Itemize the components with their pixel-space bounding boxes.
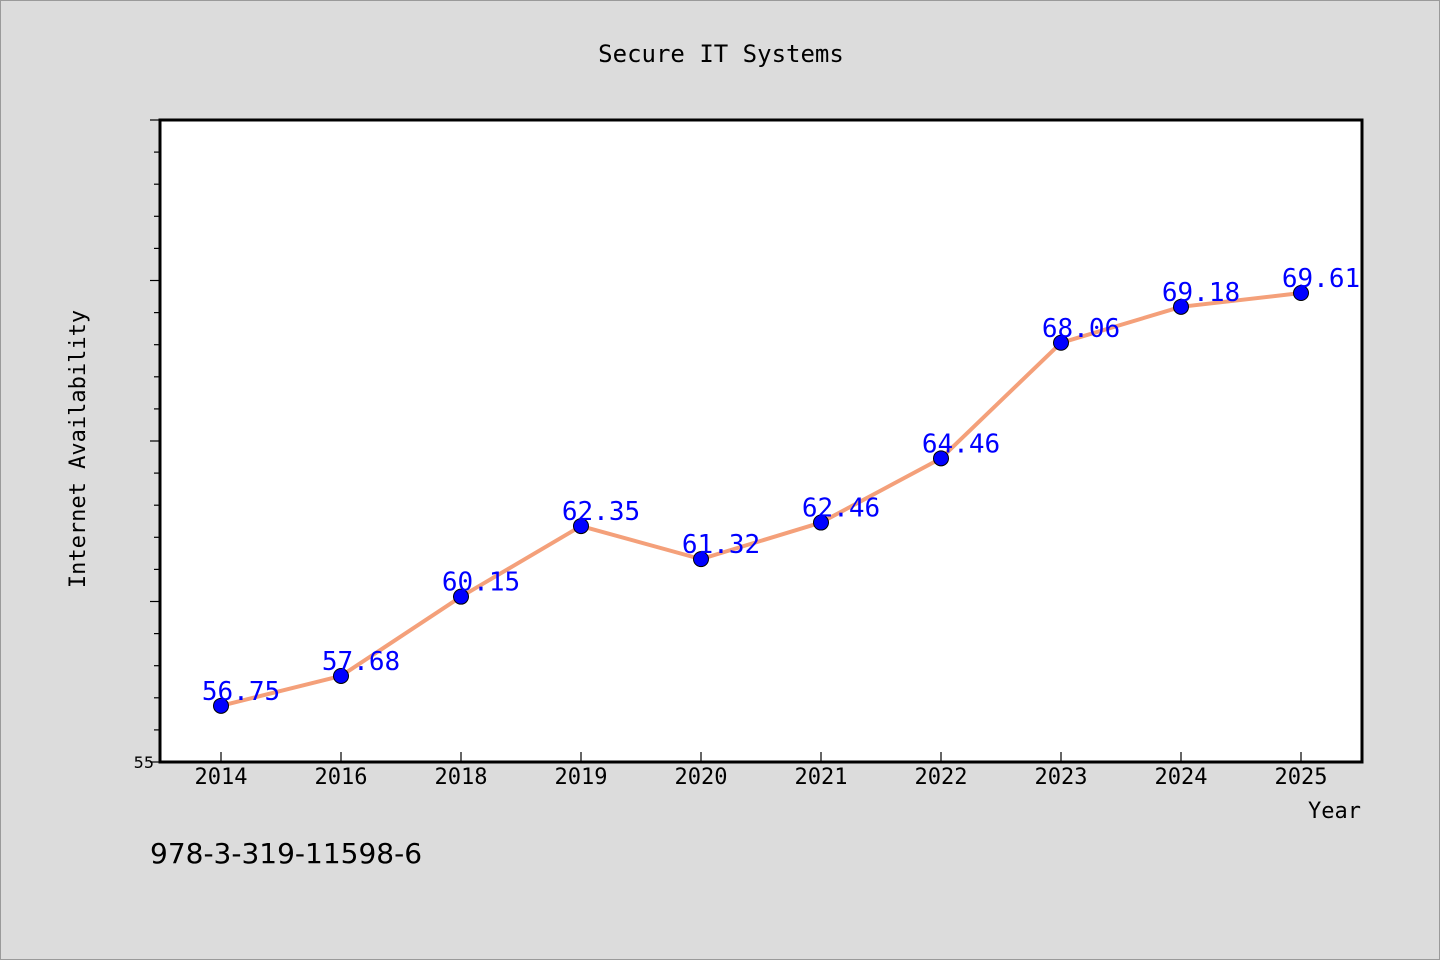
- data-point: [453, 588, 469, 605]
- data-label: 60.15: [442, 568, 520, 598]
- x-tick-label: 2014: [195, 765, 248, 790]
- series-1: [213, 285, 1309, 714]
- footer-isbn: 978-3-319-11598-6: [150, 837, 422, 870]
- data-label: 68.06: [1042, 314, 1120, 344]
- x-tick-label: 2022: [915, 765, 968, 790]
- data-label: 69.61: [1282, 264, 1360, 294]
- data-point: [1053, 334, 1069, 351]
- data-label: 62.46: [802, 494, 880, 524]
- x-tick-label: 2023: [1035, 765, 1088, 790]
- data-point: [1293, 285, 1309, 302]
- x-tick-label: 2024: [1155, 765, 1208, 790]
- chart-title: Secure IT Systems: [598, 40, 844, 68]
- x-tick-label: 2016: [315, 765, 368, 790]
- series-line: [219, 291, 1303, 708]
- x-tick-label: 2019: [555, 765, 608, 790]
- data-point: [693, 551, 709, 568]
- data-point: [813, 514, 829, 531]
- y-axis-label: Internet Availability: [66, 310, 91, 588]
- data-point: [933, 450, 949, 467]
- x-axis-ticks: 2014 2016 2018 2019 2020 2021 2022 2023 2024 2025: [195, 752, 1328, 790]
- plot-area: [158, 118, 1364, 764]
- y-axis-ticks: 55: [134, 119, 160, 772]
- data-label: 62.35: [562, 497, 640, 527]
- data-point: [1173, 298, 1189, 315]
- x-tick-label: 2025: [1275, 765, 1328, 790]
- x-tick-label: 2021: [795, 765, 848, 790]
- data-label: 56.75: [202, 677, 280, 707]
- data-point: [333, 667, 349, 684]
- data-label: 64.46: [922, 429, 1000, 459]
- data-label: 57.68: [322, 647, 400, 677]
- data-point: [213, 697, 229, 714]
- x-tick-label: 2020: [675, 765, 728, 790]
- x-axis-label: Year: [1308, 799, 1361, 824]
- data-point: [573, 518, 589, 535]
- x-tick-label: 2018: [435, 765, 488, 790]
- data-labels: 56.75 57.68 60.15 62.35 61.32 62.46 64.46 68.06…: [202, 264, 1360, 707]
- data-label: 61.32: [682, 530, 760, 560]
- y-tick-label: 55: [134, 753, 154, 772]
- data-label: 69.18: [1162, 278, 1240, 308]
